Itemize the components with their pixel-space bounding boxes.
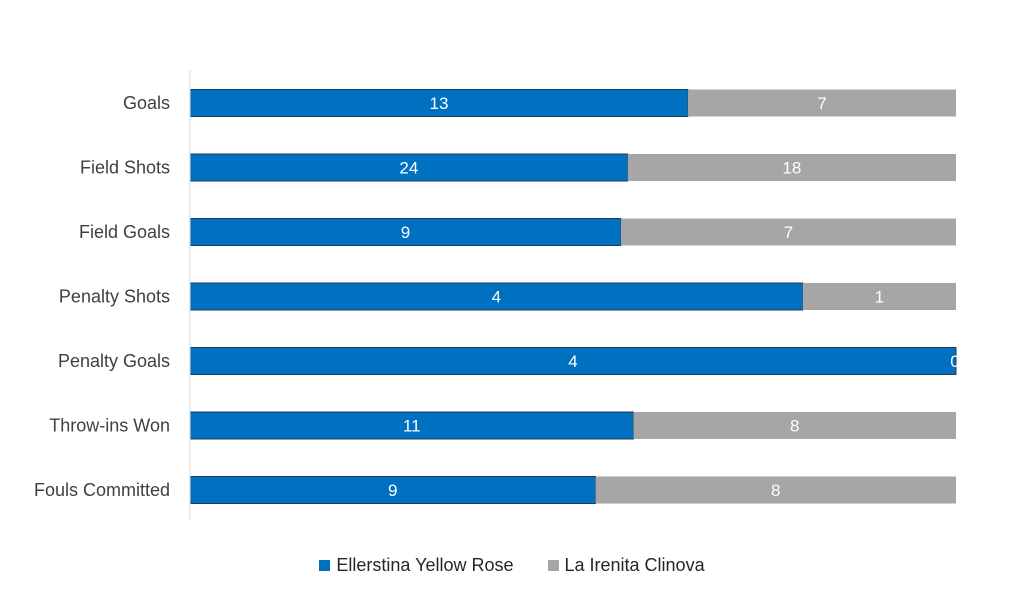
data-label-series-2-penalty-goals: 0 <box>950 352 959 371</box>
data-label-series-2-goals: 7 <box>817 94 826 113</box>
legend-item-series-1: Ellerstina Yellow Rose <box>319 555 514 576</box>
bar-series-1-fouls-committed <box>189 476 597 504</box>
category-label-field-shots: Field Shots <box>80 158 170 178</box>
legend-item-series-2: La Irenita Clinova <box>547 555 705 576</box>
data-label-series-2-field-shots: 18 <box>782 159 801 178</box>
data-label-series-1-goals: 13 <box>429 94 448 113</box>
bar-series-1-throw-ins-won <box>189 411 634 440</box>
category-label-penalty-shots: Penalty Shots <box>59 287 170 307</box>
data-label-series-2-field-goals: 7 <box>784 223 793 242</box>
data-label-series-1-throw-ins-won: 11 <box>403 417 421 436</box>
legend-label-series-1: Ellerstina Yellow Rose <box>336 555 514 575</box>
bar-series-2-goals <box>687 89 956 117</box>
category-label-field-goals: Field Goals <box>79 222 170 242</box>
category-label-penalty-goals: Penalty Goals <box>58 351 170 371</box>
legend-swatch-series-1 <box>319 560 331 571</box>
legend: Ellerstina Yellow Rose La Irenita Clinov… <box>0 555 1024 576</box>
category-label-goals: Goals <box>123 93 170 113</box>
data-label-series-1-penalty-goals: 4 <box>568 352 577 371</box>
bar-series-2-throw-ins-won <box>633 412 956 439</box>
bar-series-2-fouls-committed <box>595 476 956 504</box>
category-label-fouls-committed: Fouls Committed <box>34 480 170 500</box>
data-label-series-2-throw-ins-won: 8 <box>790 417 799 436</box>
category-label-throw-ins-won: Throw-ins Won <box>49 416 170 436</box>
legend-label-series-2: La Irenita Clinova <box>564 555 705 575</box>
data-label-series-1-field-shots: 24 <box>399 159 418 178</box>
bar-series-2-field-shots <box>627 154 956 181</box>
data-label-series-1-field-goals: 9 <box>401 223 410 242</box>
bar-series-1-penalty-goals <box>189 347 957 375</box>
data-label-series-2-penalty-shots: 1 <box>875 288 884 307</box>
data-label-series-1-fouls-committed: 9 <box>388 481 397 500</box>
data-label-series-2-fouls-committed: 8 <box>771 481 780 500</box>
bar-series-2-penalty-shots <box>802 283 956 310</box>
bar-series-1-field-shots <box>189 153 629 182</box>
data-label-series-1-penalty-shots: 4 <box>492 288 501 307</box>
bar-series-1-goals <box>189 89 689 117</box>
bar-series-2-field-goals <box>620 218 956 246</box>
bar-series-1-penalty-shots <box>189 282 804 311</box>
legend-swatch-series-2 <box>547 560 559 571</box>
